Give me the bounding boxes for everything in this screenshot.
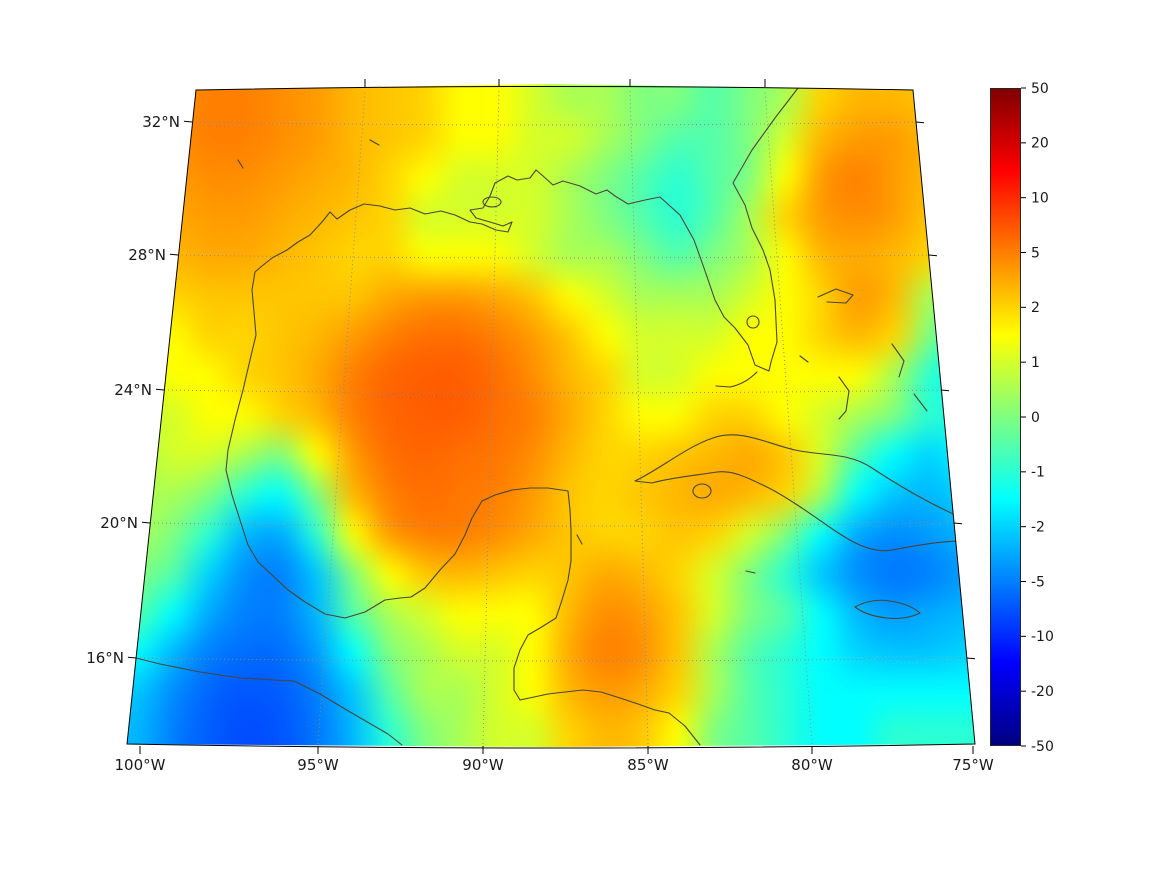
colorbar-tick-label: 0 (1031, 410, 1040, 426)
axis-tick (928, 254, 938, 257)
longitude-tick-label: 90°W (462, 756, 504, 774)
colorbar-tick-label: -10 (1031, 629, 1054, 645)
longitude-tick-label: 100°W (115, 756, 166, 774)
colorbar-tick-label: 1 (1031, 355, 1040, 371)
latitude-tick-label: 20°N (100, 514, 138, 532)
colorbar (990, 88, 1021, 746)
colorbar-tick-label: 10 (1031, 191, 1049, 207)
axis-tick (915, 121, 925, 124)
colorbar-tick-label: 20 (1031, 136, 1049, 152)
longitude-tick-label: 95°W (297, 756, 339, 774)
latitude-tick-label: 16°N (86, 649, 124, 667)
colorbar-tick-label: -50 (1031, 739, 1054, 755)
latitude-tick-label: 28°N (128, 246, 166, 264)
colorbar-tick-label: -5 (1031, 574, 1045, 590)
axis-tick (966, 657, 976, 660)
colorbar-tick-label: 5 (1031, 245, 1040, 261)
longitude-tick-label: 75°W (952, 756, 994, 774)
axis-tick (940, 389, 950, 392)
longitude-tick-label: 80°W (791, 756, 833, 774)
axis-tick (183, 120, 193, 123)
colorbar-tick-label: -20 (1031, 684, 1054, 700)
colorbar-tick-label: -1 (1031, 465, 1045, 481)
latitude-tick-label: 24°N (114, 381, 152, 399)
axis-tick (953, 522, 963, 525)
colorbar-tick-label: -2 (1031, 520, 1045, 536)
axis-tick (127, 656, 137, 659)
heatmap-canvas (126, 83, 976, 747)
axis-tick (141, 521, 151, 524)
map-plot-area (126, 83, 976, 747)
colorbar-tick-label: 50 (1031, 81, 1049, 97)
colorbar-tick-label: 2 (1031, 300, 1040, 316)
axis-tick (155, 388, 165, 391)
axis-tick (169, 253, 179, 256)
coastline-path (946, 450, 962, 468)
latitude-tick-label: 32°N (142, 113, 180, 131)
longitude-tick-label: 85°W (627, 756, 669, 774)
